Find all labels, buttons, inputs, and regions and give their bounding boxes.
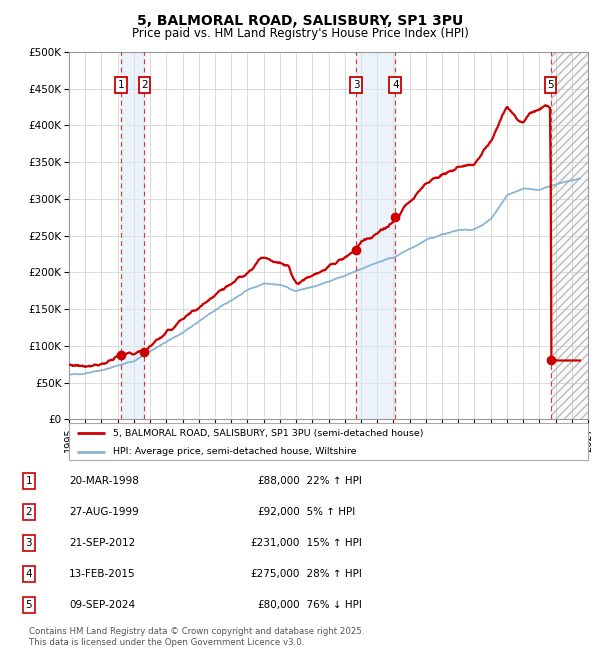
Text: £92,000: £92,000 (257, 507, 300, 517)
Text: £80,000: £80,000 (257, 600, 300, 610)
Bar (551, 52, 588, 419)
Text: 09-SEP-2024: 09-SEP-2024 (69, 600, 135, 610)
Text: 15% ↑ HPI: 15% ↑ HPI (300, 538, 362, 548)
Text: 5, BALMORAL ROAD, SALISBURY, SP1 3PU (semi-detached house): 5, BALMORAL ROAD, SALISBURY, SP1 3PU (se… (113, 428, 424, 437)
Text: £275,000: £275,000 (251, 569, 300, 579)
Bar (121, 52, 145, 419)
Text: 20-MAR-1998: 20-MAR-1998 (69, 476, 139, 486)
Text: 76% ↓ HPI: 76% ↓ HPI (300, 600, 362, 610)
Text: 1: 1 (25, 476, 32, 486)
Text: 13-FEB-2015: 13-FEB-2015 (69, 569, 136, 579)
Text: 28% ↑ HPI: 28% ↑ HPI (300, 569, 362, 579)
Text: 27-AUG-1999: 27-AUG-1999 (69, 507, 139, 517)
Text: HPI: Average price, semi-detached house, Wiltshire: HPI: Average price, semi-detached house,… (113, 447, 356, 456)
Text: 2: 2 (25, 507, 32, 517)
Text: 5% ↑ HPI: 5% ↑ HPI (300, 507, 355, 517)
Text: 1: 1 (118, 80, 125, 90)
Text: 3: 3 (353, 80, 360, 90)
Text: 4: 4 (25, 569, 32, 579)
Text: 5: 5 (25, 600, 32, 610)
Text: 4: 4 (392, 80, 398, 90)
Text: 22% ↑ HPI: 22% ↑ HPI (300, 476, 362, 486)
Text: 2: 2 (141, 80, 148, 90)
Text: 5: 5 (547, 80, 554, 90)
Text: 3: 3 (25, 538, 32, 548)
Text: 21-SEP-2012: 21-SEP-2012 (69, 538, 135, 548)
Text: Price paid vs. HM Land Registry's House Price Index (HPI): Price paid vs. HM Land Registry's House … (131, 27, 469, 40)
Text: 5, BALMORAL ROAD, SALISBURY, SP1 3PU: 5, BALMORAL ROAD, SALISBURY, SP1 3PU (137, 14, 463, 29)
Bar (551, 52, 588, 419)
Bar (356, 52, 395, 419)
FancyBboxPatch shape (69, 422, 588, 460)
Text: £231,000: £231,000 (251, 538, 300, 548)
Text: £88,000: £88,000 (257, 476, 300, 486)
Text: Contains HM Land Registry data © Crown copyright and database right 2025.
This d: Contains HM Land Registry data © Crown c… (29, 627, 364, 647)
